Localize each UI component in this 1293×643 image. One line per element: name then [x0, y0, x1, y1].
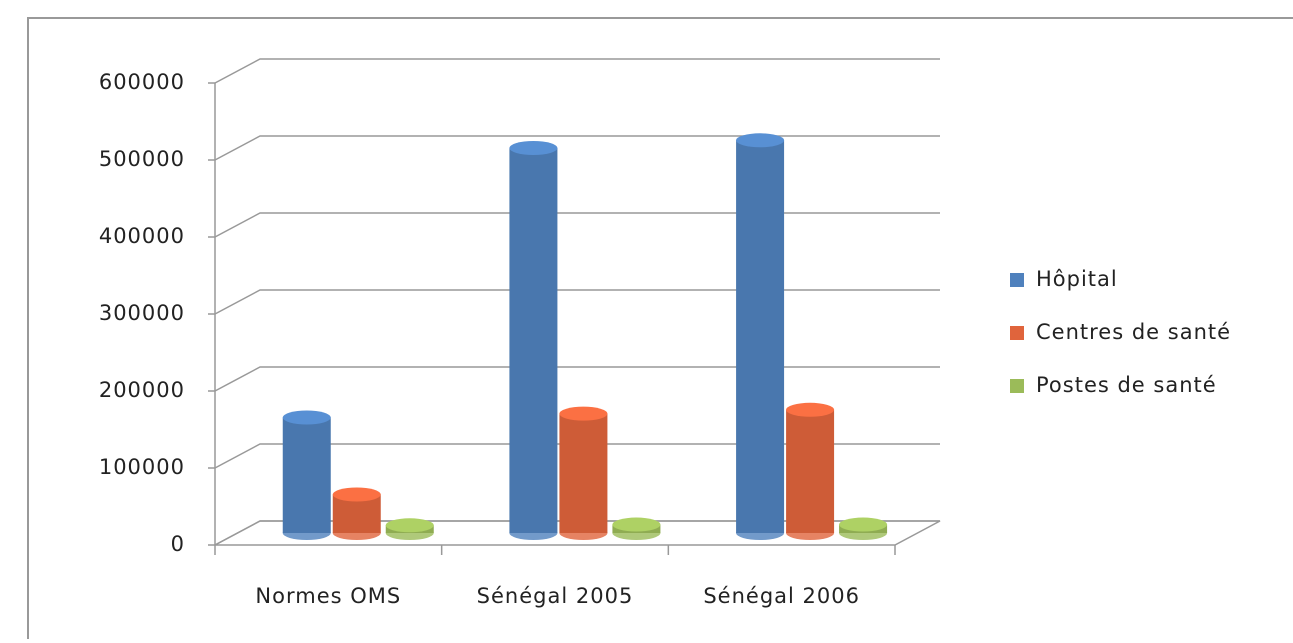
legend-label: Postes de santé [1036, 373, 1217, 397]
x-tick-label: Sénégal 2005 [477, 584, 634, 608]
y-tick-label: 500000 [99, 147, 185, 171]
bar [786, 409, 835, 533]
bar-top [786, 402, 835, 417]
y-tick-label: 200000 [99, 378, 185, 402]
grid-line [214, 443, 940, 469]
y-tick-label: 0 [171, 532, 185, 556]
grid-line [214, 366, 940, 392]
grid-line [214, 58, 940, 84]
grid-line [214, 135, 940, 161]
legend-label: Hôpital [1036, 267, 1118, 291]
legend-swatch [1010, 379, 1024, 393]
bar [559, 413, 608, 533]
legend-label: Centres de santé [1036, 320, 1231, 344]
legend-swatch [1010, 273, 1024, 287]
bar-top [509, 141, 558, 155]
y-tick-label: 300000 [99, 301, 185, 325]
bar [282, 417, 331, 533]
x-tick-label: Sénégal 2006 [703, 584, 860, 608]
bar-top [839, 517, 888, 532]
grid-line [214, 289, 940, 315]
grid-line [214, 520, 940, 546]
frame [27, 17, 1293, 643]
legend-swatch [1010, 326, 1024, 340]
grid-line [214, 212, 940, 238]
y-tick-label: 400000 [99, 224, 185, 248]
x-tick-label: Normes OMS [255, 584, 401, 608]
bar [736, 140, 785, 534]
bar-top [559, 406, 608, 421]
y-tick-label: 100000 [99, 455, 185, 479]
bar-top [612, 517, 661, 532]
bar [509, 148, 558, 533]
bar-top [282, 410, 331, 425]
bar-top [385, 518, 434, 533]
bar-top [332, 487, 381, 502]
y-tick-label: 600000 [99, 70, 185, 94]
bar-top [736, 133, 785, 148]
